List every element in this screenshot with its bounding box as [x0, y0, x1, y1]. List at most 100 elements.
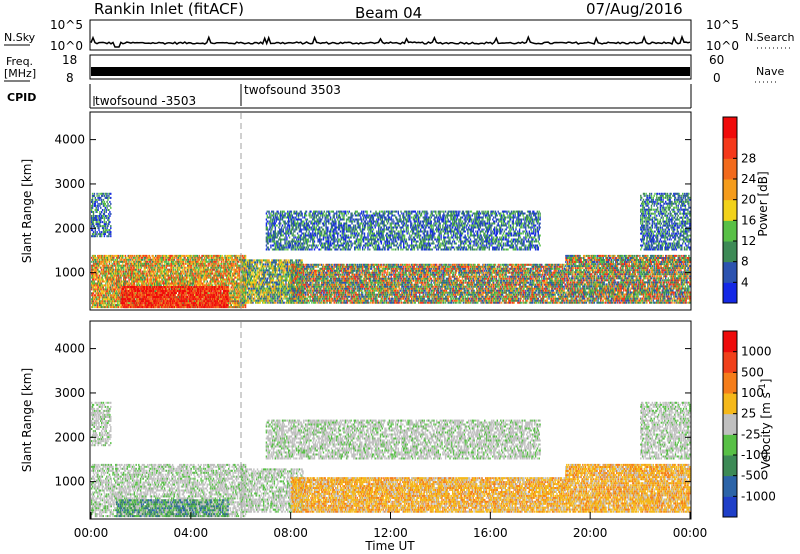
scatter-cell — [235, 286, 237, 289]
scatter-cell — [224, 266, 226, 269]
scatter-cell — [108, 262, 111, 265]
scatter-cell — [206, 280, 208, 283]
scatter-cell — [218, 280, 220, 283]
scatter-cell — [188, 282, 191, 285]
scatter-cell — [200, 266, 202, 269]
scatter-cell — [107, 306, 109, 309]
scatter-cell — [193, 260, 195, 263]
scatter-cell — [182, 296, 185, 298]
scatter-cell — [139, 256, 141, 259]
scatter-cell — [111, 284, 113, 287]
scatter-cell — [107, 272, 110, 275]
scatter-cell — [93, 294, 96, 297]
scatter-cell — [159, 258, 161, 261]
scatter-cell — [209, 270, 211, 273]
scatter-cell — [182, 304, 185, 307]
scatter-cell — [187, 300, 189, 303]
scatter-cell — [134, 280, 136, 283]
scatter-cell — [107, 298, 109, 301]
scatter-cell — [225, 254, 227, 257]
scatter-cell — [112, 276, 114, 279]
scatter-cell — [245, 293, 247, 296]
scatter-cell — [220, 266, 222, 269]
scatter-cell — [95, 260, 97, 263]
scatter-cell — [185, 280, 187, 283]
scatter-cell — [220, 282, 222, 285]
scatter-cell — [149, 274, 152, 277]
scatter-cell — [174, 280, 176, 283]
scatter-cell — [156, 280, 159, 283]
scatter-cell — [175, 286, 177, 288]
scatter-cell — [100, 306, 103, 309]
scatter-cell — [210, 278, 212, 281]
scatter-cell — [99, 256, 101, 259]
scatter-cell — [133, 298, 135, 301]
scatter-cell — [163, 260, 166, 263]
scatter-cell — [117, 286, 120, 289]
scatter-cell — [106, 256, 108, 259]
scatter-cell — [93, 288, 96, 291]
scatter-cell — [94, 272, 96, 275]
scatter-cell — [102, 286, 104, 289]
scatter-cell — [203, 270, 206, 273]
scatter-cell — [198, 268, 200, 271]
scatter-cell — [173, 254, 176, 257]
scatter-cell — [119, 272, 121, 275]
scatter-cell — [159, 268, 161, 271]
scatter-cell — [143, 278, 145, 281]
scatter-cell — [108, 268, 111, 271]
scatter-cell — [222, 268, 224, 271]
scatter-cell — [185, 260, 187, 263]
scatter-cell — [236, 270, 239, 273]
scatter-cell — [242, 254, 244, 257]
scatter-cell — [216, 266, 218, 269]
scatter-cell — [139, 274, 141, 277]
scatter-cell — [163, 274, 166, 277]
scatter-cell — [244, 254, 247, 257]
scatter-cell — [149, 272, 152, 275]
scatter-cell — [152, 272, 154, 275]
date-title: 07/Aug/2016 — [586, 0, 683, 18]
scatter-cell — [220, 264, 223, 267]
scatter-cell — [107, 258, 110, 261]
scatter-cell — [167, 282, 169, 285]
scatter-cell — [107, 254, 110, 257]
scatter-cell — [137, 292, 140, 294]
scatter-cell — [128, 278, 130, 281]
scatter-cell — [167, 292, 169, 294]
scatter-cell — [231, 254, 233, 257]
scatter-cell — [118, 288, 120, 291]
scatter-cell — [110, 272, 112, 275]
scatter-cell — [99, 278, 101, 281]
scatter-cell — [178, 298, 180, 301]
scatter-cell — [134, 294, 136, 297]
scatter-cell — [166, 302, 168, 305]
scatter-cell — [153, 276, 155, 279]
scatter-cell — [179, 274, 181, 277]
scatter-cell — [203, 272, 206, 275]
scatter-cell — [171, 282, 174, 285]
scatter-cell — [99, 254, 102, 257]
scatter-cell — [121, 264, 123, 267]
scatter-cell — [99, 282, 101, 285]
scatter-cell — [121, 254, 123, 257]
scatter-cell — [160, 300, 162, 303]
scatter-cell — [155, 262, 157, 265]
scatter-cell — [166, 270, 168, 273]
scatter-cell — [205, 292, 208, 294]
scatter-cell — [121, 294, 124, 296]
scatter-cell — [216, 258, 218, 261]
scatter-cell — [99, 292, 101, 295]
scatter-cell — [216, 268, 218, 271]
scatter-cell — [131, 270, 134, 273]
scatter-cell — [99, 304, 102, 307]
scatter-cell — [145, 282, 147, 285]
scatter-cell — [119, 304, 121, 307]
scatter-cell — [224, 264, 226, 267]
scatter-cell — [157, 270, 160, 273]
scatter-cell — [158, 300, 160, 303]
scatter-cell — [211, 258, 214, 261]
scatter-cell — [153, 298, 155, 301]
scatter-cell — [155, 260, 158, 263]
scatter-cell — [152, 264, 154, 267]
